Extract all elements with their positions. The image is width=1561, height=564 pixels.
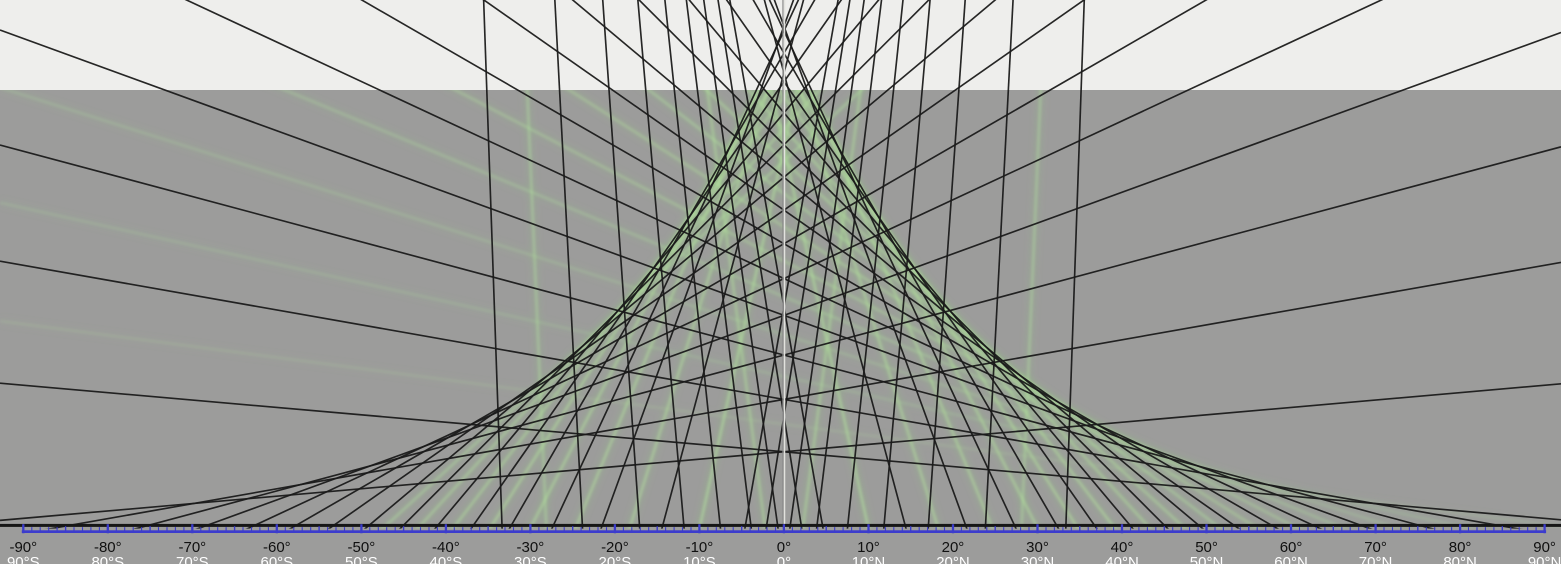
tangent-line xyxy=(195,31,1561,529)
horizon-axis-line xyxy=(0,523,1561,527)
center-line-dark xyxy=(782,0,784,529)
tangent-line xyxy=(133,146,1561,529)
central-meridian-line xyxy=(782,0,786,529)
major-ticks xyxy=(22,524,1546,534)
minor-ticks xyxy=(31,527,1537,531)
center-line-light xyxy=(783,0,786,529)
mid-ticks xyxy=(64,526,1503,531)
tangent-line xyxy=(0,382,1561,522)
tangent-line xyxy=(0,144,1435,529)
axis-ruler xyxy=(21,524,1547,534)
tangent-line xyxy=(0,29,1373,529)
tangent-line xyxy=(46,261,1561,529)
axis-line xyxy=(0,523,1561,527)
